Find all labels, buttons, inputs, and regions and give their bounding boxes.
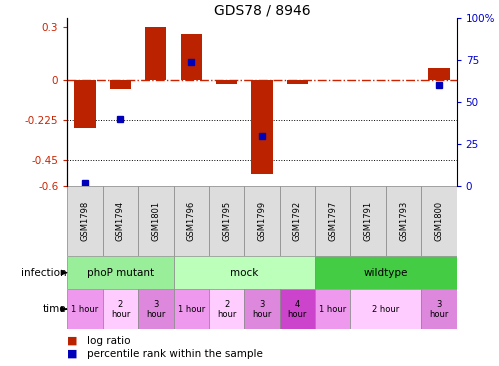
Text: GSM1799: GSM1799	[257, 201, 266, 241]
Bar	[315, 256, 457, 289]
Bar	[138, 186, 174, 256]
Text: percentile rank within the sample: percentile rank within the sample	[87, 349, 263, 359]
Bar	[103, 186, 138, 256]
Bar	[74, 80, 96, 128]
Bar	[145, 27, 167, 80]
Text: GSM1794: GSM1794	[116, 201, 125, 241]
Text: 2 hour: 2 hour	[372, 305, 399, 314]
Text: 3
hour: 3 hour	[429, 300, 449, 318]
Bar	[428, 68, 450, 80]
Bar	[251, 80, 272, 174]
Bar	[110, 80, 131, 89]
Bar	[279, 289, 315, 329]
Bar	[67, 289, 103, 329]
Bar	[138, 289, 174, 329]
Text: 1 hour: 1 hour	[319, 305, 346, 314]
Text: 2
hour: 2 hour	[217, 300, 237, 318]
Title: GDS78 / 8946: GDS78 / 8946	[214, 3, 310, 17]
Text: GSM1801: GSM1801	[151, 201, 160, 241]
Text: phoP mutant: phoP mutant	[87, 268, 154, 278]
Bar	[287, 80, 308, 84]
Text: log ratio: log ratio	[87, 336, 131, 346]
Bar	[421, 186, 457, 256]
Text: GSM1792: GSM1792	[293, 201, 302, 241]
Text: GSM1798: GSM1798	[80, 201, 89, 242]
Text: ■: ■	[67, 336, 78, 346]
Bar	[67, 256, 174, 289]
Bar	[245, 289, 279, 329]
Text: 4
hour: 4 hour	[287, 300, 307, 318]
Text: GSM1800: GSM1800	[435, 201, 444, 241]
Bar	[181, 34, 202, 80]
Bar	[245, 186, 279, 256]
Bar	[315, 289, 350, 329]
Text: GSM1795: GSM1795	[222, 201, 231, 241]
Text: wildtype: wildtype	[364, 268, 408, 278]
Text: 2
hour: 2 hour	[111, 300, 130, 318]
Text: GSM1796: GSM1796	[187, 201, 196, 242]
Text: mock: mock	[230, 268, 258, 278]
Bar	[67, 186, 103, 256]
Bar	[216, 80, 237, 84]
Text: GSM1791: GSM1791	[364, 201, 373, 241]
Text: 1 hour: 1 hour	[71, 305, 99, 314]
Text: GSM1793: GSM1793	[399, 201, 408, 242]
Bar	[421, 289, 457, 329]
Bar	[386, 186, 421, 256]
Text: 1 hour: 1 hour	[178, 305, 205, 314]
Bar	[174, 256, 315, 289]
Text: GSM1797: GSM1797	[328, 201, 337, 242]
Bar	[350, 289, 421, 329]
Bar	[350, 186, 386, 256]
Bar	[209, 289, 245, 329]
Text: infection: infection	[20, 268, 66, 278]
Bar	[174, 289, 209, 329]
Bar	[279, 186, 315, 256]
Bar	[315, 186, 350, 256]
Bar	[103, 289, 138, 329]
Text: time: time	[43, 304, 66, 314]
Text: 3
hour: 3 hour	[252, 300, 271, 318]
Bar	[209, 186, 245, 256]
Text: 3
hour: 3 hour	[146, 300, 166, 318]
Text: ■: ■	[67, 349, 78, 359]
Bar	[174, 186, 209, 256]
